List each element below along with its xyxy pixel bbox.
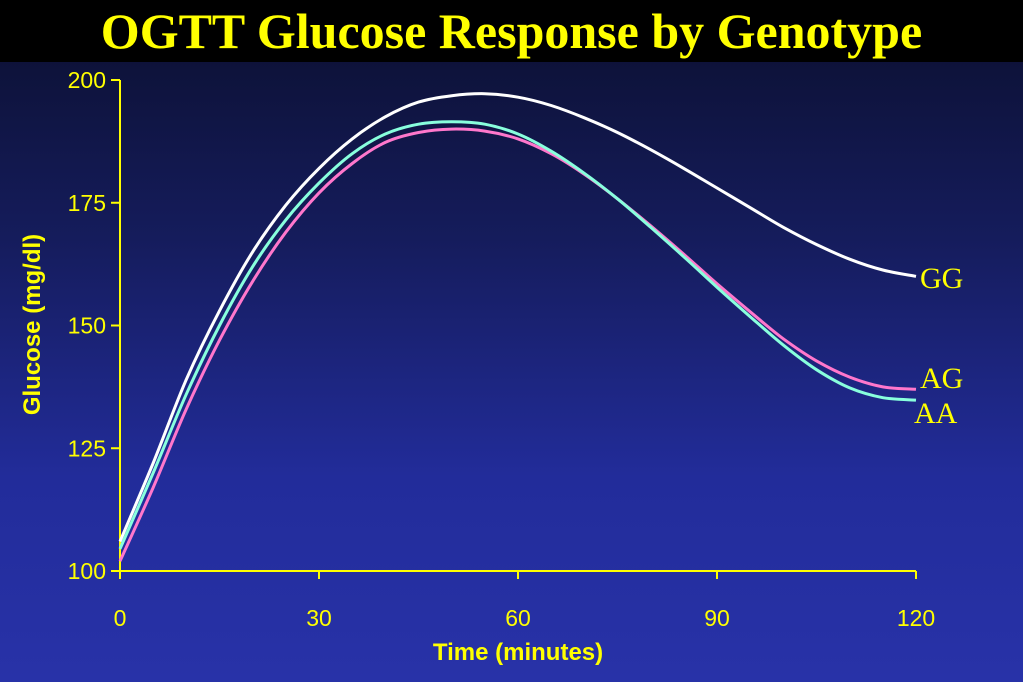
x-tick-label: 30: [306, 605, 332, 631]
title-bar: [0, 0, 1023, 62]
series-line-ag: [118, 127, 917, 562]
y-tick-label: 150: [68, 313, 106, 339]
slide-title: OGTT Glucose Response by Genotype: [100, 3, 923, 59]
x-axis-title: Time (minutes): [433, 639, 603, 666]
y-axis-title: Glucose (mg/dl): [19, 234, 46, 415]
y-tick-label: 100: [68, 558, 106, 584]
series-label-gg: GG: [920, 262, 963, 295]
series-lines: [118, 92, 917, 562]
series-line-gg: [118, 92, 917, 543]
chart-axes: 100 125 150 175 200 0 30 60 90 120: [68, 67, 936, 631]
series-label-aa: AA: [914, 397, 958, 430]
y-tick-label: 175: [68, 190, 106, 216]
series-label-ag: AG: [920, 362, 963, 395]
x-tick-label: 0: [114, 605, 127, 631]
y-tick-label: 125: [68, 435, 106, 461]
x-tick-label: 90: [704, 605, 730, 631]
y-tick-label: 200: [68, 67, 106, 93]
series-line-aa: [118, 120, 917, 550]
x-tick-label: 60: [505, 605, 531, 631]
x-tick-label: 120: [897, 605, 935, 631]
